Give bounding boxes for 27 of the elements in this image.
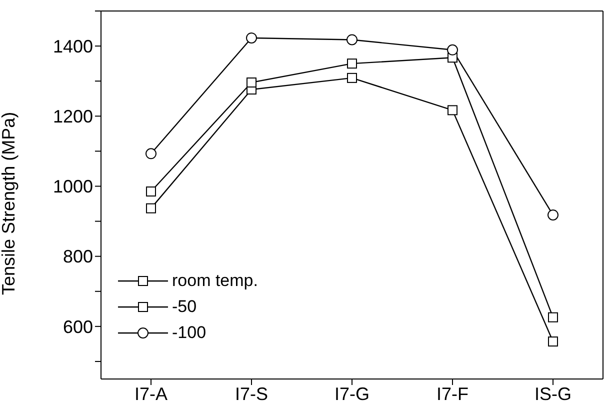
point <box>347 72 357 83</box>
x-tick-label: I7-S <box>234 384 268 404</box>
point <box>548 209 558 220</box>
y-tick-label: 1400 <box>52 36 93 56</box>
point <box>447 44 458 56</box>
y-tick-label: 800 <box>62 246 93 267</box>
point <box>246 32 257 44</box>
point <box>146 203 156 214</box>
point <box>346 34 358 46</box>
point <box>246 77 256 88</box>
point <box>146 148 156 160</box>
point <box>548 336 558 346</box>
point <box>548 312 558 322</box>
legend-label: -50 <box>172 297 197 317</box>
legend-label: room temp. <box>172 271 258 291</box>
x-tick-label: I7-A <box>134 384 168 404</box>
x-tick-label: IS-G <box>534 384 572 404</box>
y-tick-label: 600 <box>62 316 93 337</box>
point <box>448 105 458 116</box>
point <box>146 186 156 196</box>
point <box>347 58 357 69</box>
x-tick-label: I7-F <box>436 384 469 404</box>
y-tick-label: 1000 <box>52 176 93 197</box>
y-tick-label: 1200 <box>52 106 93 127</box>
y-axis-title: Tensile Strength (MPa) <box>0 112 18 295</box>
legend-label: -100 <box>172 323 206 343</box>
x-tick-label: I7-G <box>334 384 370 404</box>
